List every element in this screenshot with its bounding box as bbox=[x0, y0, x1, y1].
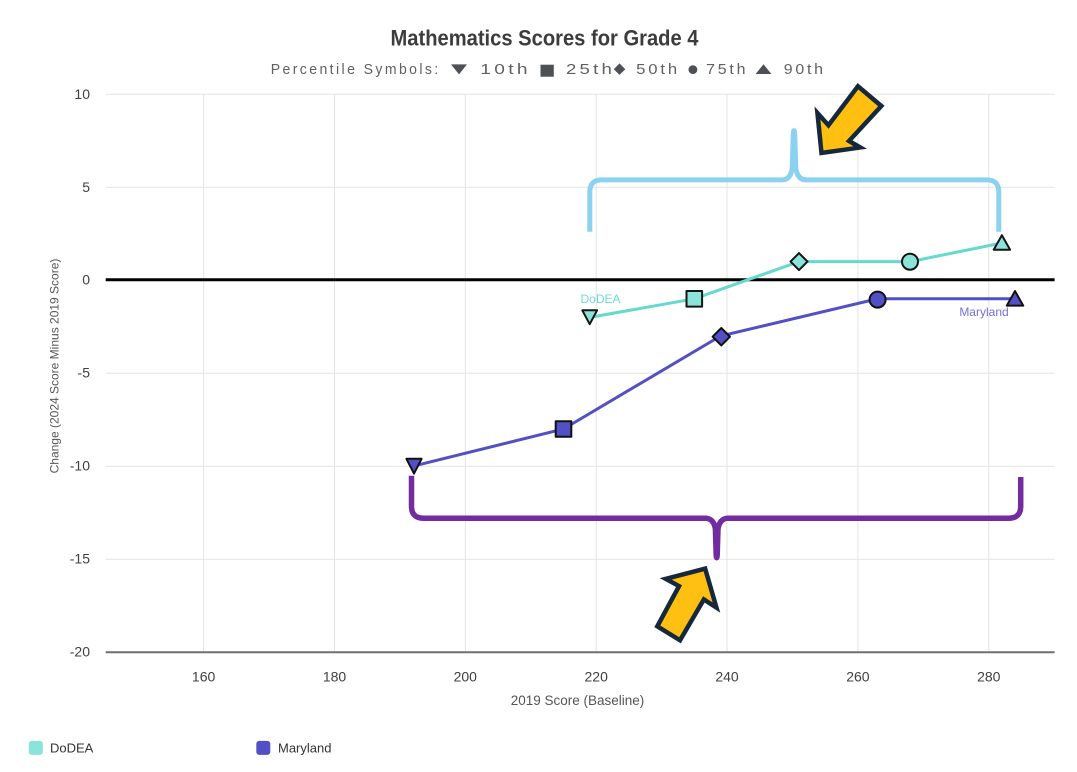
svg-text:Maryland: Maryland bbox=[959, 305, 1008, 319]
svg-text:10th: 10th bbox=[480, 62, 531, 78]
svg-text:DoDEA: DoDEA bbox=[580, 292, 620, 306]
svg-text:5: 5 bbox=[82, 179, 90, 195]
svg-text:DoDEA: DoDEA bbox=[50, 741, 94, 756]
svg-text:10: 10 bbox=[74, 86, 90, 102]
svg-text:180: 180 bbox=[323, 669, 347, 685]
svg-text:Mathematics Scores for Grade 4: Mathematics Scores for Grade 4 bbox=[391, 26, 699, 51]
svg-text:200: 200 bbox=[454, 669, 478, 685]
svg-text:Maryland: Maryland bbox=[278, 741, 331, 756]
svg-text:Percentile Symbols:: Percentile Symbols: bbox=[271, 62, 441, 78]
svg-text:160: 160 bbox=[192, 669, 216, 685]
svg-text:280: 280 bbox=[977, 669, 1001, 685]
svg-text:220: 220 bbox=[585, 669, 609, 685]
svg-text:-20: -20 bbox=[70, 644, 90, 660]
svg-text:50th: 50th bbox=[636, 62, 680, 78]
svg-text:-5: -5 bbox=[78, 365, 91, 381]
svg-text:0: 0 bbox=[82, 272, 90, 288]
svg-text:240: 240 bbox=[715, 669, 739, 685]
svg-text:-15: -15 bbox=[70, 551, 90, 567]
svg-text:Change (2024 Score Minus 2019: Change (2024 Score Minus 2019 Score) bbox=[48, 259, 62, 474]
svg-text:90th: 90th bbox=[784, 62, 826, 78]
svg-text:260: 260 bbox=[846, 669, 870, 685]
svg-text:2019 Score (Baseline): 2019 Score (Baseline) bbox=[511, 693, 645, 708]
svg-text:25th: 25th bbox=[566, 62, 615, 78]
svg-text:75th: 75th bbox=[706, 62, 748, 78]
svg-text:-10: -10 bbox=[70, 458, 90, 474]
